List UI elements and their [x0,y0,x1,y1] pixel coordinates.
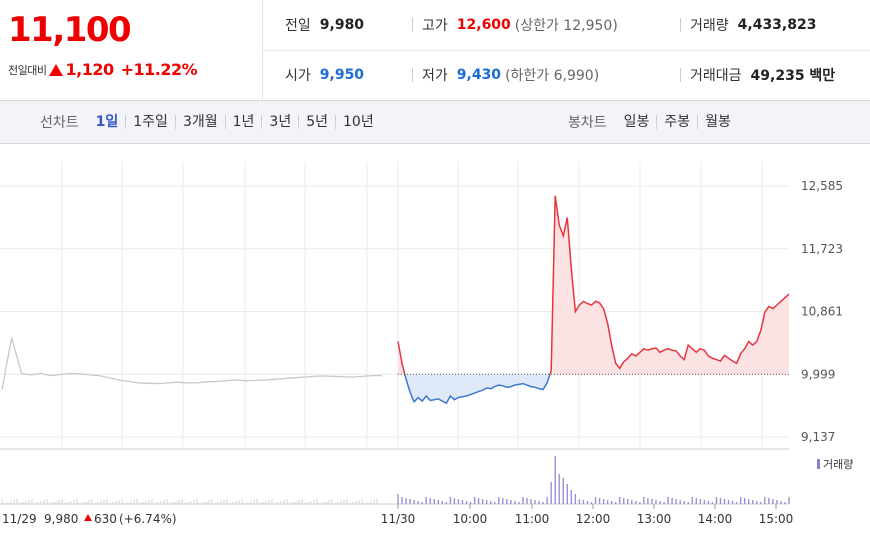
change-value: 1,120 [65,60,114,79]
y-tick-label: 9,999 [801,367,835,381]
volume-label: 거래량 [690,18,729,34]
tab-monthly-candle[interactable]: 월봉 [697,115,738,129]
x-tick-label: 12:00 [576,512,611,526]
x-tick-label: 14:00 [698,512,733,526]
tab-period-1y[interactable]: 1년 [224,115,262,129]
prev-day-price: 9,980 [44,512,78,526]
price-change-row: 전일대비 1,120 +11.22% [8,60,198,79]
divider [680,18,681,32]
open-value: 9,950 [319,67,365,83]
volume-legend-swatch [817,459,820,469]
divider [680,68,681,82]
tab-period-1w[interactable]: 1주일 [125,115,175,129]
tab-period-10y[interactable]: 10년 [335,115,381,129]
prev-day-change-pct: (+6.74%) [119,512,177,526]
high-label: 고가 [422,18,448,34]
prev-close-label: 전일 [285,18,311,34]
tab-period-5y[interactable]: 5년 [298,115,335,129]
line-chart-period-tabs: 선차트 1일 1주일 3개월 1년 3년 5년 10년 [40,101,381,143]
trade-value-value: 49,235 백만 [750,68,836,84]
prev-close-cell: 전일 9,980 [285,0,364,50]
prev-day-price-line [1,337,382,390]
volume-cell: 거래량 4,433,823 [690,0,816,50]
high-cell: 고가 12,600 (상한가 12,950) [422,0,618,50]
up-price-line [397,341,406,375]
low-label: 저가 [422,68,448,84]
current-price: 11,100 [8,10,132,50]
price-summary: 11,100 전일대비 1,120 +11.22% [0,0,263,100]
chart-toolbar: 선차트 1일 1주일 3개월 1년 3년 5년 10년 봉차트 일봉 주봉 월봉 [0,101,870,144]
down-price-line [404,374,551,405]
tab-period-3m[interactable]: 3개월 [174,115,225,129]
open-label: 시가 [285,68,311,84]
y-tick-label: 11,723 [801,242,843,256]
tab-period-1d[interactable]: 1일 [95,114,119,130]
divider [412,18,413,32]
quote-row-1: 전일 9,980 고가 12,600 (상한가 12,950) 거래량 4,43… [263,0,870,51]
trade-value-label: 거래대금 [690,68,742,84]
up-area [550,195,789,375]
prev-close-value: 9,980 [319,17,365,33]
down-area [404,374,550,404]
quote-header: 11,100 전일대비 1,120 +11.22% 전일 9,980 고가 12… [0,0,870,101]
y-tick-label: 12,585 [801,179,843,193]
lower-limit-text: (하한가 6,990) [505,68,600,84]
up-area [398,341,405,375]
y-tick-label: 10,861 [801,305,843,319]
prev-day-date: 11/29 [2,512,37,526]
line-chart-label: 선차트 [40,115,79,131]
upper-limit-text: (상한가 12,950) [514,18,618,34]
quote-row-2: 시가 9,950 저가 9,430 (하한가 6,990) 거래대금 49,23… [263,50,870,100]
x-tick-label: 11:00 [515,512,550,526]
volume-legend-label: 거래량 [823,458,853,471]
x-tick-label: 10:00 [453,512,488,526]
up-price-line [549,195,790,375]
divider [412,68,413,82]
x-tick-label: 15:00 [759,512,794,526]
x-tick-label: 11/30 [381,512,416,526]
y-tick-label: 9,137 [801,430,835,444]
low-cell: 저가 9,430 (하한가 6,990) [422,50,599,100]
up-triangle-icon [84,514,92,521]
low-value: 9,430 [456,67,502,83]
open-cell: 시가 9,950 [285,50,364,100]
candle-chart-label: 봉차트 [568,115,607,131]
change-percent: +11.22% [120,60,198,79]
prev-day-change: 630 [94,512,117,526]
trade-value-cell: 거래대금 49,235 백만 [690,50,835,100]
volume-value: 4,433,823 [737,17,817,33]
change-label: 전일대비 [8,63,47,77]
tab-weekly-candle[interactable]: 주봉 [656,115,697,129]
tab-daily-candle[interactable]: 일봉 [623,114,650,130]
candle-chart-tabs: 봉차트 일봉 주봉 월봉 [568,101,738,143]
tab-period-3y[interactable]: 3년 [261,115,298,129]
high-value: 12,600 [456,17,511,33]
up-triangle-icon [49,63,64,76]
x-tick-label: 13:00 [637,512,672,526]
